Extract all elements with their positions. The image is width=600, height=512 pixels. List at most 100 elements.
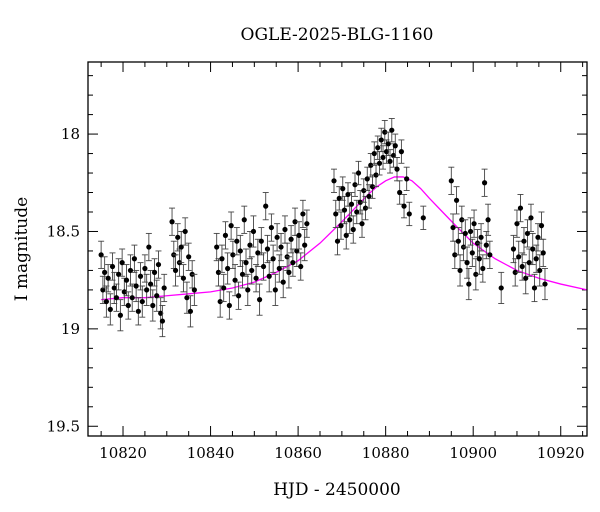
data-marker (354, 209, 360, 215)
data-marker (253, 275, 259, 281)
data-marker (450, 224, 456, 231)
data-point (406, 201, 413, 227)
data-marker (109, 263, 116, 270)
data-marker (180, 275, 187, 281)
data-marker (225, 265, 231, 272)
data-point (517, 194, 524, 223)
data-marker (390, 152, 397, 159)
data-marker (380, 154, 386, 161)
data-point (153, 279, 160, 312)
data-point (141, 254, 148, 283)
data-marker (378, 137, 384, 143)
data-point (131, 244, 138, 273)
data-marker (404, 176, 410, 182)
data-point (182, 217, 189, 246)
data-point (254, 238, 261, 267)
data-point (512, 258, 519, 287)
data-point (266, 260, 273, 293)
data-marker (214, 244, 220, 250)
data-marker (178, 244, 184, 250)
data-marker (514, 221, 520, 227)
data-marker (137, 273, 144, 279)
data-marker (258, 238, 264, 244)
data-point (250, 215, 257, 248)
data-marker (535, 234, 541, 240)
data-marker (268, 224, 275, 231)
data-point (191, 273, 198, 306)
data-point (396, 180, 403, 205)
plot-frame (87, 61, 588, 437)
y-tick-label: 18 (61, 125, 80, 143)
data-marker (187, 308, 194, 314)
data-point (174, 223, 181, 252)
data-point (338, 211, 345, 240)
data-point (467, 217, 474, 246)
data-point (527, 203, 534, 232)
data-point (448, 166, 455, 195)
data-marker (235, 293, 242, 299)
data-marker (357, 199, 363, 205)
data-marker (361, 187, 367, 194)
data-marker (452, 252, 458, 258)
data-marker (182, 228, 188, 235)
data-point (274, 223, 281, 252)
data-marker (343, 232, 349, 238)
data-point (303, 209, 310, 238)
data-point (103, 285, 110, 318)
data-marker (397, 189, 403, 196)
data-point (113, 283, 120, 312)
data-marker (448, 178, 454, 184)
data-marker (144, 287, 150, 293)
data-marker (116, 271, 122, 277)
data-point (526, 248, 533, 277)
data-point (403, 166, 410, 192)
x-tick-label: 10840 (187, 444, 235, 462)
data-marker (239, 271, 246, 277)
data-marker (290, 260, 296, 266)
data-marker (304, 221, 310, 227)
data-point (465, 268, 472, 301)
data-marker (105, 275, 111, 281)
data-marker (355, 170, 362, 176)
data-marker (100, 287, 106, 293)
data-point (486, 240, 493, 269)
data-marker (135, 308, 141, 314)
data-marker (247, 242, 253, 248)
data-point (185, 242, 192, 271)
data-point (355, 160, 362, 186)
data-marker (401, 203, 407, 209)
data-point (253, 264, 260, 293)
data-point (218, 244, 225, 273)
y-axis-label: I magnitude (12, 197, 32, 301)
data-point (270, 244, 277, 273)
data-point (228, 211, 235, 240)
data-marker (158, 310, 164, 316)
data-marker (272, 287, 278, 293)
data-point (226, 291, 233, 320)
data-marker (241, 217, 247, 223)
data-point (222, 221, 229, 250)
data-marker (345, 191, 351, 198)
data-marker (373, 172, 379, 178)
x-tick-label: 10880 (362, 444, 410, 462)
data-marker (296, 232, 302, 238)
data-point (220, 273, 227, 303)
data-point (364, 166, 371, 192)
data-point (281, 215, 288, 244)
data-marker (217, 298, 223, 305)
data-point (145, 232, 152, 262)
data-point (217, 285, 224, 318)
data-point (479, 254, 486, 283)
data-marker (516, 254, 522, 260)
data-point (394, 156, 401, 182)
data-marker (375, 145, 381, 151)
data-point (469, 238, 476, 267)
data-marker (256, 297, 263, 303)
data-marker (510, 246, 517, 252)
data-point (119, 248, 126, 277)
data-point (262, 192, 269, 221)
data-point (246, 231, 253, 260)
data-point (367, 153, 374, 178)
data-marker (155, 261, 162, 268)
data-point (264, 234, 271, 264)
